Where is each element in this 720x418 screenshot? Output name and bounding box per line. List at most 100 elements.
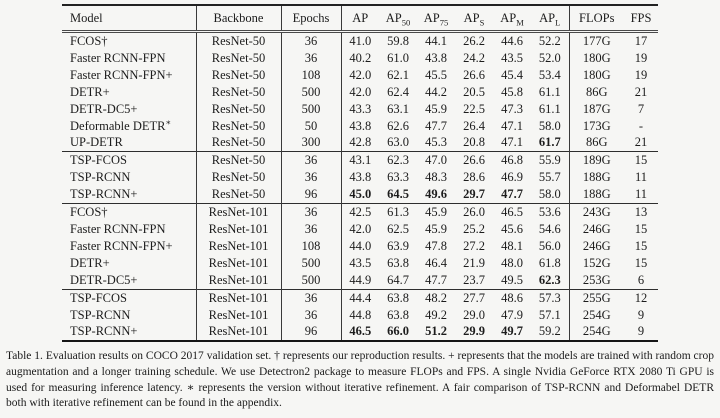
cell-apL: 55.9 bbox=[538, 153, 561, 168]
cell-model: TSP-FCOS bbox=[70, 290, 127, 305]
cell-ap75: 47.7 bbox=[425, 118, 447, 133]
cell-epochs: 36 bbox=[280, 31, 341, 50]
cell-apL: 52.0 bbox=[538, 50, 561, 65]
cell-apS: 20.5 bbox=[463, 84, 485, 99]
table-row: FCOS† ResNet-101 36 42.5 61.3 45.9 26.0 46.5 53.… bbox=[62, 203, 658, 221]
cell-apL: 61.1 bbox=[538, 101, 561, 116]
cell-ap: 42.0 bbox=[340, 66, 379, 84]
cell-apM: 48.6 bbox=[501, 290, 523, 305]
cell-apM: 47.1 bbox=[501, 135, 523, 150]
cell-epochs: 108 bbox=[280, 237, 341, 255]
group-resnet50-baselines: FCOS† ResNet-50 36 41.0 59.8 44.1 26.2 44.6 52.2… bbox=[62, 31, 658, 152]
cell-flops: 254G bbox=[568, 306, 624, 324]
table-row: Faster RCNN-FPN+ ResNet-101 108 44.0 63.9 47.… bbox=[62, 237, 658, 255]
cell-backbone: ResNet-50 bbox=[195, 134, 281, 152]
table-row: DETR+ ResNet-101 500 43.5 63.8 46.4 21.9 48.0 61… bbox=[62, 254, 658, 272]
cell-apS: 23.7 bbox=[463, 272, 485, 287]
cell-ap: 43.1 bbox=[340, 151, 379, 170]
cell-apS: 29.0 bbox=[463, 307, 485, 322]
group-tsp-resnet50: TSP-FCOS ResNet-50 36 43.1 62.3 47.0 26.6 46.8 5… bbox=[62, 151, 658, 204]
cell-apL: 59.2 bbox=[538, 324, 561, 339]
cell-epochs: 500 bbox=[280, 83, 341, 101]
table-row: TSP-RCNN ResNet-50 36 43.8 63.3 48.3 28.6 46.9 5… bbox=[62, 169, 658, 187]
cell-backbone: ResNet-50 bbox=[195, 117, 281, 135]
cell-ap: 43.3 bbox=[340, 100, 379, 118]
cell-epochs: 96 bbox=[280, 186, 341, 204]
cell-apL: 61.7 bbox=[538, 135, 561, 150]
cell-fps: 11 bbox=[634, 187, 648, 202]
cell-model: TSP-FCOS bbox=[70, 153, 127, 168]
cell-ap: 42.5 bbox=[340, 203, 379, 221]
cell-apL: 61.1 bbox=[538, 84, 561, 99]
cell-ap75: 45.9 bbox=[425, 205, 447, 220]
cell-backbone: ResNet-50 bbox=[195, 151, 281, 170]
table-row: TSP-FCOS ResNet-101 36 44.4 63.8 48.2 27.7 48.6… bbox=[62, 289, 658, 307]
cell-ap50: 61.0 bbox=[387, 50, 409, 65]
cell-backbone: ResNet-50 bbox=[195, 66, 281, 84]
cell-ap: 43.5 bbox=[340, 254, 379, 272]
cell-ap50: 63.3 bbox=[387, 170, 409, 185]
table-row: TSP-RCNN+ ResNet-101 96 46.5 66.0 51.2 29.9 49.… bbox=[62, 323, 658, 342]
cell-flops: 254G bbox=[568, 323, 624, 342]
cell-apL: 62.3 bbox=[538, 272, 561, 287]
col-ap: AP bbox=[340, 5, 379, 32]
cell-ap50: 62.4 bbox=[387, 84, 409, 99]
cell-ap75: 45.5 bbox=[425, 67, 447, 82]
cell-ap75: 49.6 bbox=[425, 187, 447, 202]
cell-ap50: 63.1 bbox=[387, 101, 409, 116]
cell-apM: 47.1 bbox=[501, 118, 523, 133]
cell-ap50: 62.5 bbox=[387, 221, 409, 236]
cell-flops: 253G bbox=[568, 271, 624, 290]
cell-fps: 19 bbox=[634, 50, 648, 65]
cell-apS: 27.7 bbox=[463, 290, 485, 305]
cell-model: Faster RCNN-FPN bbox=[70, 50, 166, 65]
cell-backbone: ResNet-50 bbox=[195, 83, 281, 101]
cell-flops: 173G bbox=[568, 117, 624, 135]
cell-fps: 11 bbox=[634, 170, 648, 185]
cell-apM: 46.5 bbox=[501, 205, 523, 220]
cell-backbone: ResNet-101 bbox=[195, 271, 281, 290]
cell-backbone: ResNet-101 bbox=[195, 237, 281, 255]
table-row: Deformable DETR∗ ResNet-50 50 43.8 62.6 47.7 2… bbox=[62, 117, 658, 135]
cell-apS: 26.4 bbox=[463, 118, 485, 133]
cell-flops: 246G bbox=[568, 237, 624, 255]
cell-fps: 15 bbox=[634, 238, 648, 253]
cell-ap50: 63.8 bbox=[387, 255, 409, 270]
cell-epochs: 300 bbox=[280, 134, 341, 152]
cell-ap75: 46.4 bbox=[425, 255, 447, 270]
cell-epochs: 36 bbox=[280, 49, 341, 67]
table-header: Model Backbone Epochs AP AP50 AP75 APS APM APL FL… bbox=[62, 5, 658, 32]
cell-ap50: 62.1 bbox=[387, 67, 409, 82]
cell-ap50: 63.8 bbox=[387, 290, 409, 305]
col-ap75: AP75 bbox=[423, 11, 449, 28]
cell-apS: 22.5 bbox=[463, 101, 485, 116]
cell-backbone: ResNet-101 bbox=[195, 254, 281, 272]
cell-ap75: 48.2 bbox=[425, 290, 447, 305]
cell-epochs: 36 bbox=[280, 151, 341, 170]
cell-model: Deformable DETR∗ bbox=[70, 117, 172, 133]
cell-apM: 48.1 bbox=[501, 238, 523, 253]
cell-fps: 21 bbox=[634, 84, 648, 99]
cell-apM: 43.5 bbox=[501, 50, 523, 65]
cell-ap75: 49.2 bbox=[425, 307, 447, 322]
table-row: Faster RCNN-FPN+ ResNet-50 108 42.0 62.1 45.5… bbox=[62, 66, 658, 84]
table-row: DETR-DC5+ ResNet-50 500 43.3 63.1 45.9 22.5 47.… bbox=[62, 100, 658, 118]
cell-fps: 15 bbox=[634, 153, 648, 168]
cell-apM: 47.7 bbox=[501, 187, 523, 202]
cell-ap50: 66.0 bbox=[387, 324, 409, 339]
cell-ap75: 45.3 bbox=[425, 135, 447, 150]
cell-backbone: ResNet-50 bbox=[195, 186, 281, 204]
cell-backbone: ResNet-101 bbox=[195, 289, 281, 307]
cell-backbone: ResNet-101 bbox=[195, 306, 281, 324]
cell-apL: 58.0 bbox=[538, 187, 561, 202]
cell-fps: 9 bbox=[637, 324, 645, 339]
cell-ap75: 51.2 bbox=[425, 324, 447, 339]
cell-epochs: 36 bbox=[280, 169, 341, 187]
table-row: DETR+ ResNet-50 500 42.0 62.4 44.2 20.5 45.8 61.… bbox=[62, 83, 658, 101]
cell-model: DETR-DC5+ bbox=[70, 101, 138, 116]
cell-ap: 43.8 bbox=[340, 169, 379, 187]
cell-epochs: 96 bbox=[280, 323, 341, 342]
cell-backbone: ResNet-101 bbox=[195, 220, 281, 238]
cell-apS: 26.0 bbox=[463, 205, 485, 220]
